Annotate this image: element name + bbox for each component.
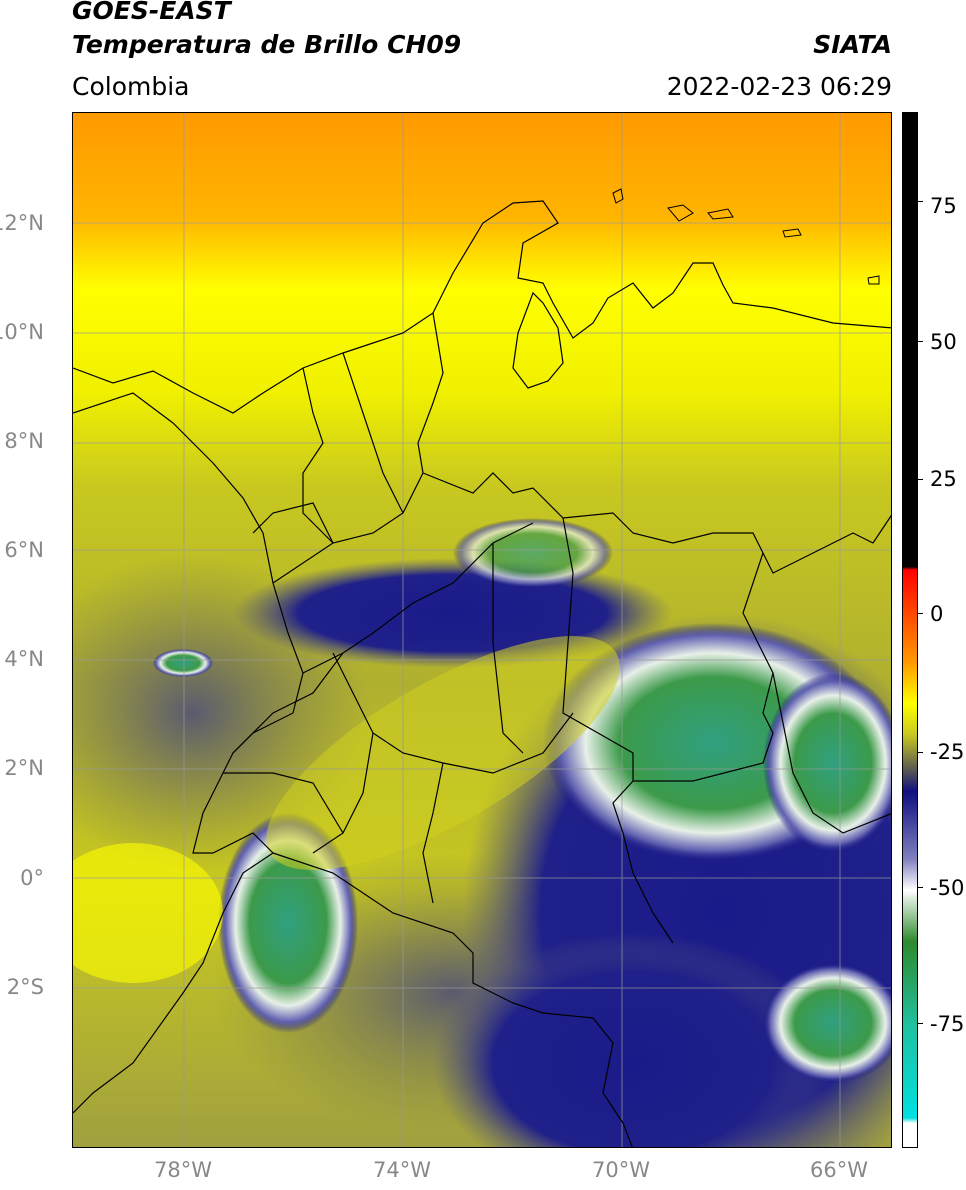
colorbar bbox=[902, 112, 918, 1148]
cbar-label-neg75: -75 bbox=[930, 1012, 965, 1036]
cbar-label-neg50: -50 bbox=[930, 876, 965, 900]
timestamp-label: 2022-02-23 06:29 bbox=[666, 72, 892, 101]
lat-label-8n: 8°N bbox=[4, 429, 44, 453]
cbar-label-75: 75 bbox=[930, 194, 957, 218]
lat-label-12n: 12°N bbox=[0, 211, 44, 235]
storm-andes bbox=[453, 518, 613, 588]
cbar-label-50: 50 bbox=[930, 330, 957, 354]
cbar-label-neg25: -25 bbox=[930, 740, 965, 764]
storm-pacific-small bbox=[153, 649, 213, 677]
dept-borders-8 bbox=[252, 502, 334, 544]
colombia-venezuela bbox=[417, 312, 774, 782]
cbar-label-0: 0 bbox=[930, 602, 944, 626]
lat-label-4n: 4°N bbox=[4, 647, 44, 671]
region-label: Colombia bbox=[72, 72, 190, 101]
lat-label-2n: 2°N bbox=[4, 756, 44, 780]
venezuela-east bbox=[762, 514, 891, 574]
storm-farEast bbox=[763, 673, 891, 853]
cbar-tick-neg50 bbox=[917, 887, 923, 888]
lat-label-10n: 10°N bbox=[0, 320, 44, 344]
satellite-map bbox=[72, 112, 892, 1148]
dept-borders-7 bbox=[302, 367, 334, 544]
dept-borders-4 bbox=[312, 732, 374, 854]
lat-label-0: 0° bbox=[20, 866, 44, 890]
dept-borders-6 bbox=[342, 352, 404, 514]
cbar-tick-25 bbox=[917, 479, 923, 480]
cbar-tick-75 bbox=[917, 201, 923, 202]
storm-southeast bbox=[763, 963, 891, 1083]
satellite-title: GOES-EAST bbox=[72, 0, 231, 25]
lon-label-66w: 66°W bbox=[810, 1158, 868, 1182]
brazil-border bbox=[772, 672, 891, 834]
lon-label-70w: 70°W bbox=[592, 1158, 650, 1182]
organization-label: SIATA bbox=[813, 30, 892, 59]
lon-label-78w: 78°W bbox=[154, 1158, 212, 1182]
dept-borders-5 bbox=[422, 762, 444, 904]
yellow-band-central bbox=[266, 636, 620, 870]
caribbean-coast bbox=[73, 200, 891, 414]
dept-borders-1 bbox=[272, 472, 424, 584]
cbar-tick-0 bbox=[917, 613, 923, 614]
dept-borders-10 bbox=[232, 652, 344, 754]
cbar-tick-neg25 bbox=[917, 752, 923, 753]
cbar-tick-neg75 bbox=[917, 1023, 923, 1024]
lat-label-6n: 6°N bbox=[4, 538, 44, 562]
cbar-label-25: 25 bbox=[930, 467, 957, 491]
colombia-peru-ecuador bbox=[272, 852, 633, 1147]
product-title: Temperatura de Brillo CH09 bbox=[72, 30, 462, 59]
colombia-brazil bbox=[562, 517, 674, 944]
cbar-tick-50 bbox=[917, 341, 923, 342]
colorbar-gradient bbox=[903, 113, 917, 1147]
navy-region-southeast bbox=[433, 933, 833, 1147]
lon-label-74w: 74°W bbox=[373, 1158, 431, 1182]
dept-borders-9 bbox=[492, 543, 524, 754]
dept-borders-3 bbox=[332, 652, 574, 774]
borders bbox=[73, 200, 891, 1147]
lat-label-2s: 2°S bbox=[6, 975, 44, 999]
dept-borders-11 bbox=[223, 772, 344, 834]
maracaibo-lake bbox=[512, 291, 564, 389]
islands bbox=[612, 188, 880, 285]
grid-lines bbox=[73, 113, 891, 1147]
